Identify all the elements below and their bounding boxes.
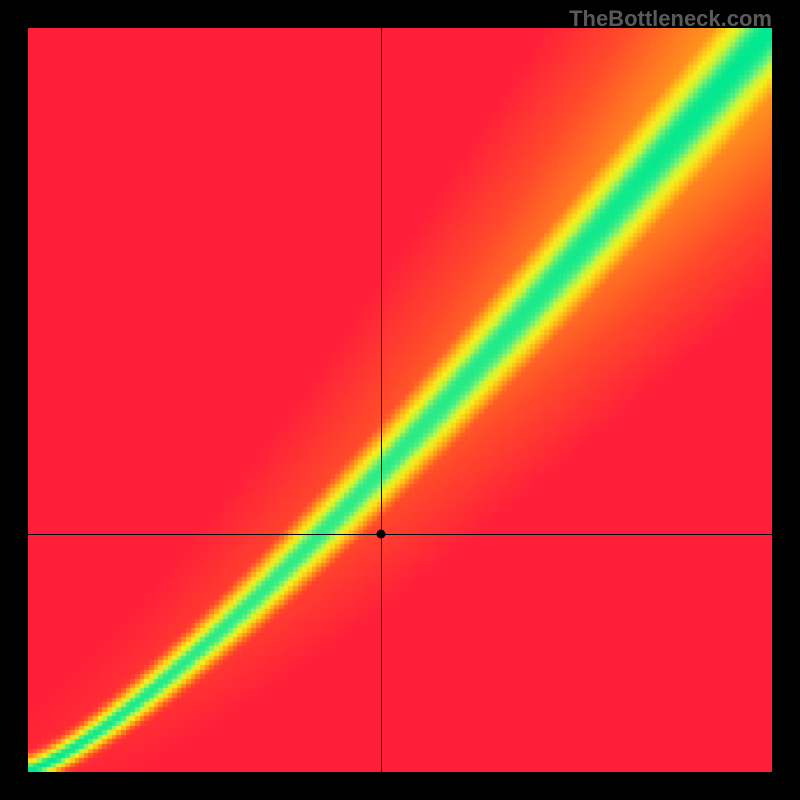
bottleneck-heatmap	[28, 28, 772, 772]
plot-area	[28, 28, 772, 772]
crosshair-vertical	[381, 28, 382, 772]
crosshair-marker	[377, 529, 386, 538]
watermark-text: TheBottleneck.com	[569, 6, 772, 32]
crosshair-horizontal	[28, 534, 772, 535]
